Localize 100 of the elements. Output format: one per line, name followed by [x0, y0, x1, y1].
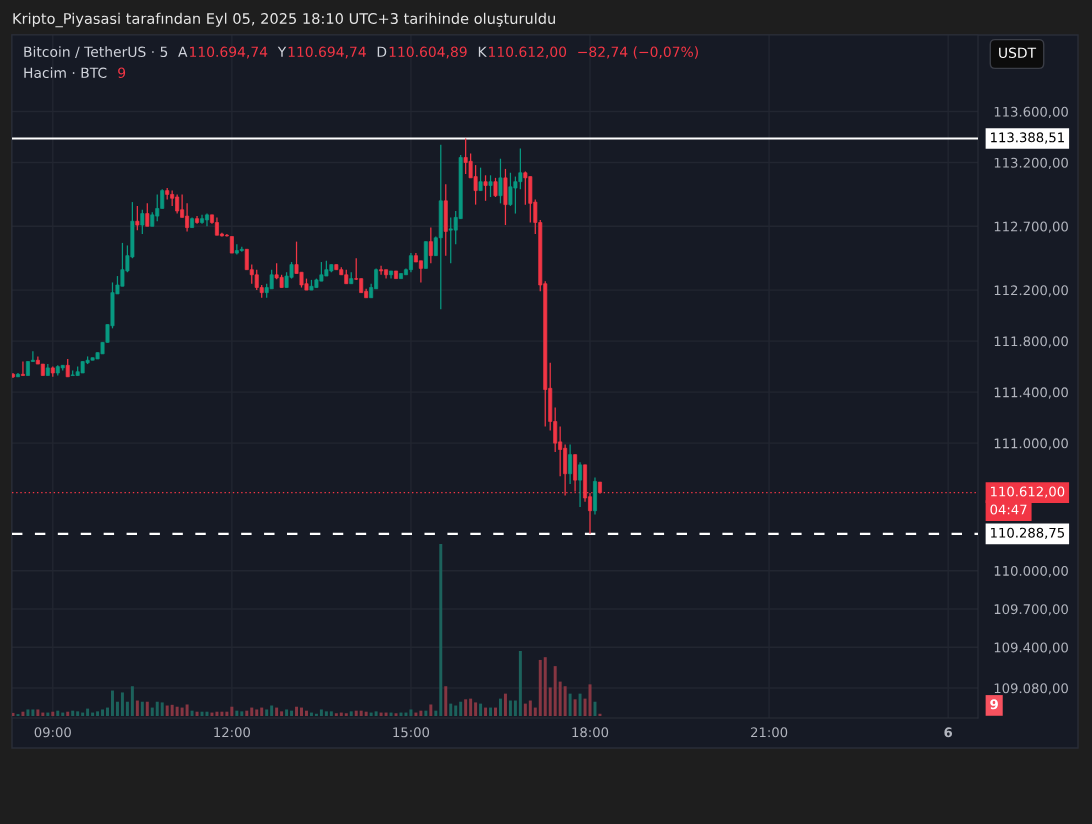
ref-line-label: 110.288,75 — [991, 527, 1064, 540]
bar — [518, 650, 522, 716]
text: 04:47 — [990, 504, 1027, 515]
text: 9 — [990, 699, 998, 710]
candlestick — [568, 443, 573, 485]
bar — [379, 712, 383, 716]
bar — [140, 701, 144, 716]
bar — [245, 710, 249, 716]
candlestick — [578, 461, 583, 508]
bar — [389, 712, 393, 716]
bar — [434, 710, 438, 716]
bar — [339, 712, 343, 716]
bar — [409, 709, 413, 716]
x-tick-label: 09:00 — [34, 727, 71, 738]
bar — [235, 710, 239, 716]
bar — [115, 701, 119, 716]
bar — [160, 702, 164, 716]
bar — [96, 711, 100, 716]
bar — [295, 706, 299, 716]
bar — [344, 713, 348, 716]
bar — [130, 686, 134, 716]
y-tick-label: 113.200,00 — [994, 157, 1068, 170]
bar — [528, 700, 532, 716]
x-tick-label: 12:00 — [214, 727, 250, 738]
candlestick — [483, 174, 488, 202]
x-tick-label: 21:00 — [751, 727, 788, 738]
bar — [265, 709, 269, 716]
annotation: Y — [277, 46, 287, 57]
bar — [533, 707, 537, 716]
bar — [513, 700, 517, 716]
bar — [369, 712, 373, 716]
bar — [469, 698, 473, 716]
bar — [384, 712, 388, 716]
annotation: K — [478, 46, 487, 57]
bar — [145, 701, 149, 716]
bar — [106, 707, 109, 716]
y-tick-label: 110.000,00 — [994, 565, 1068, 578]
bar — [568, 693, 572, 716]
bar — [275, 707, 279, 716]
bar — [280, 711, 284, 716]
bar — [414, 712, 418, 716]
bar — [21, 711, 25, 716]
bar — [354, 710, 358, 716]
bar — [200, 711, 204, 716]
bar — [165, 705, 169, 716]
bar — [205, 711, 209, 716]
bar — [424, 710, 428, 716]
bar — [543, 657, 547, 716]
bar — [484, 707, 488, 716]
bar — [255, 709, 259, 716]
bar — [548, 687, 552, 716]
bar — [285, 709, 289, 716]
bar — [86, 708, 90, 716]
bar — [31, 709, 35, 716]
bar — [449, 703, 453, 716]
bar — [240, 711, 244, 716]
bar — [429, 704, 433, 716]
candlestick — [498, 158, 503, 204]
bar — [324, 711, 328, 716]
bar — [180, 707, 184, 716]
candlestick — [488, 174, 493, 198]
ref-line-label: 113.388,51 — [991, 132, 1064, 144]
bar — [503, 693, 507, 716]
bar — [319, 709, 323, 716]
bar — [558, 681, 562, 716]
bar — [225, 711, 229, 716]
bar — [250, 707, 254, 716]
bar — [220, 711, 224, 716]
text: USDT — [999, 47, 1037, 59]
y-tick-label: 113.600,00 — [994, 106, 1068, 119]
candlestick — [428, 226, 433, 264]
bar — [364, 711, 368, 716]
bar — [51, 711, 55, 716]
bar — [36, 709, 40, 716]
annotation: A — [178, 46, 188, 57]
text: Kripto_Piyasasi tarafından Eyl 05, 2025 18:10 UTC+3 tarihinde oluşturuldu — [13, 12, 555, 28]
bar — [394, 713, 398, 716]
bar — [170, 704, 174, 716]
bar — [210, 712, 214, 716]
bar — [523, 703, 527, 716]
y-tick-label: 109.700,00 — [994, 604, 1068, 616]
bar — [195, 711, 199, 716]
bar — [41, 712, 45, 716]
candlestick — [493, 177, 498, 198]
bar — [459, 701, 463, 716]
bar — [185, 704, 189, 716]
annotation: 110.612,00 — [489, 46, 567, 59]
bar — [349, 711, 353, 716]
bar — [61, 712, 65, 716]
bar — [91, 712, 95, 716]
bar — [260, 707, 264, 716]
bar — [110, 690, 114, 716]
bar — [101, 709, 105, 716]
bar — [56, 710, 60, 716]
x-tick-label: 6 — [944, 727, 953, 738]
bar — [150, 707, 154, 716]
bar — [334, 713, 338, 716]
bar — [419, 710, 423, 716]
bar — [215, 711, 219, 716]
bar — [309, 712, 313, 716]
